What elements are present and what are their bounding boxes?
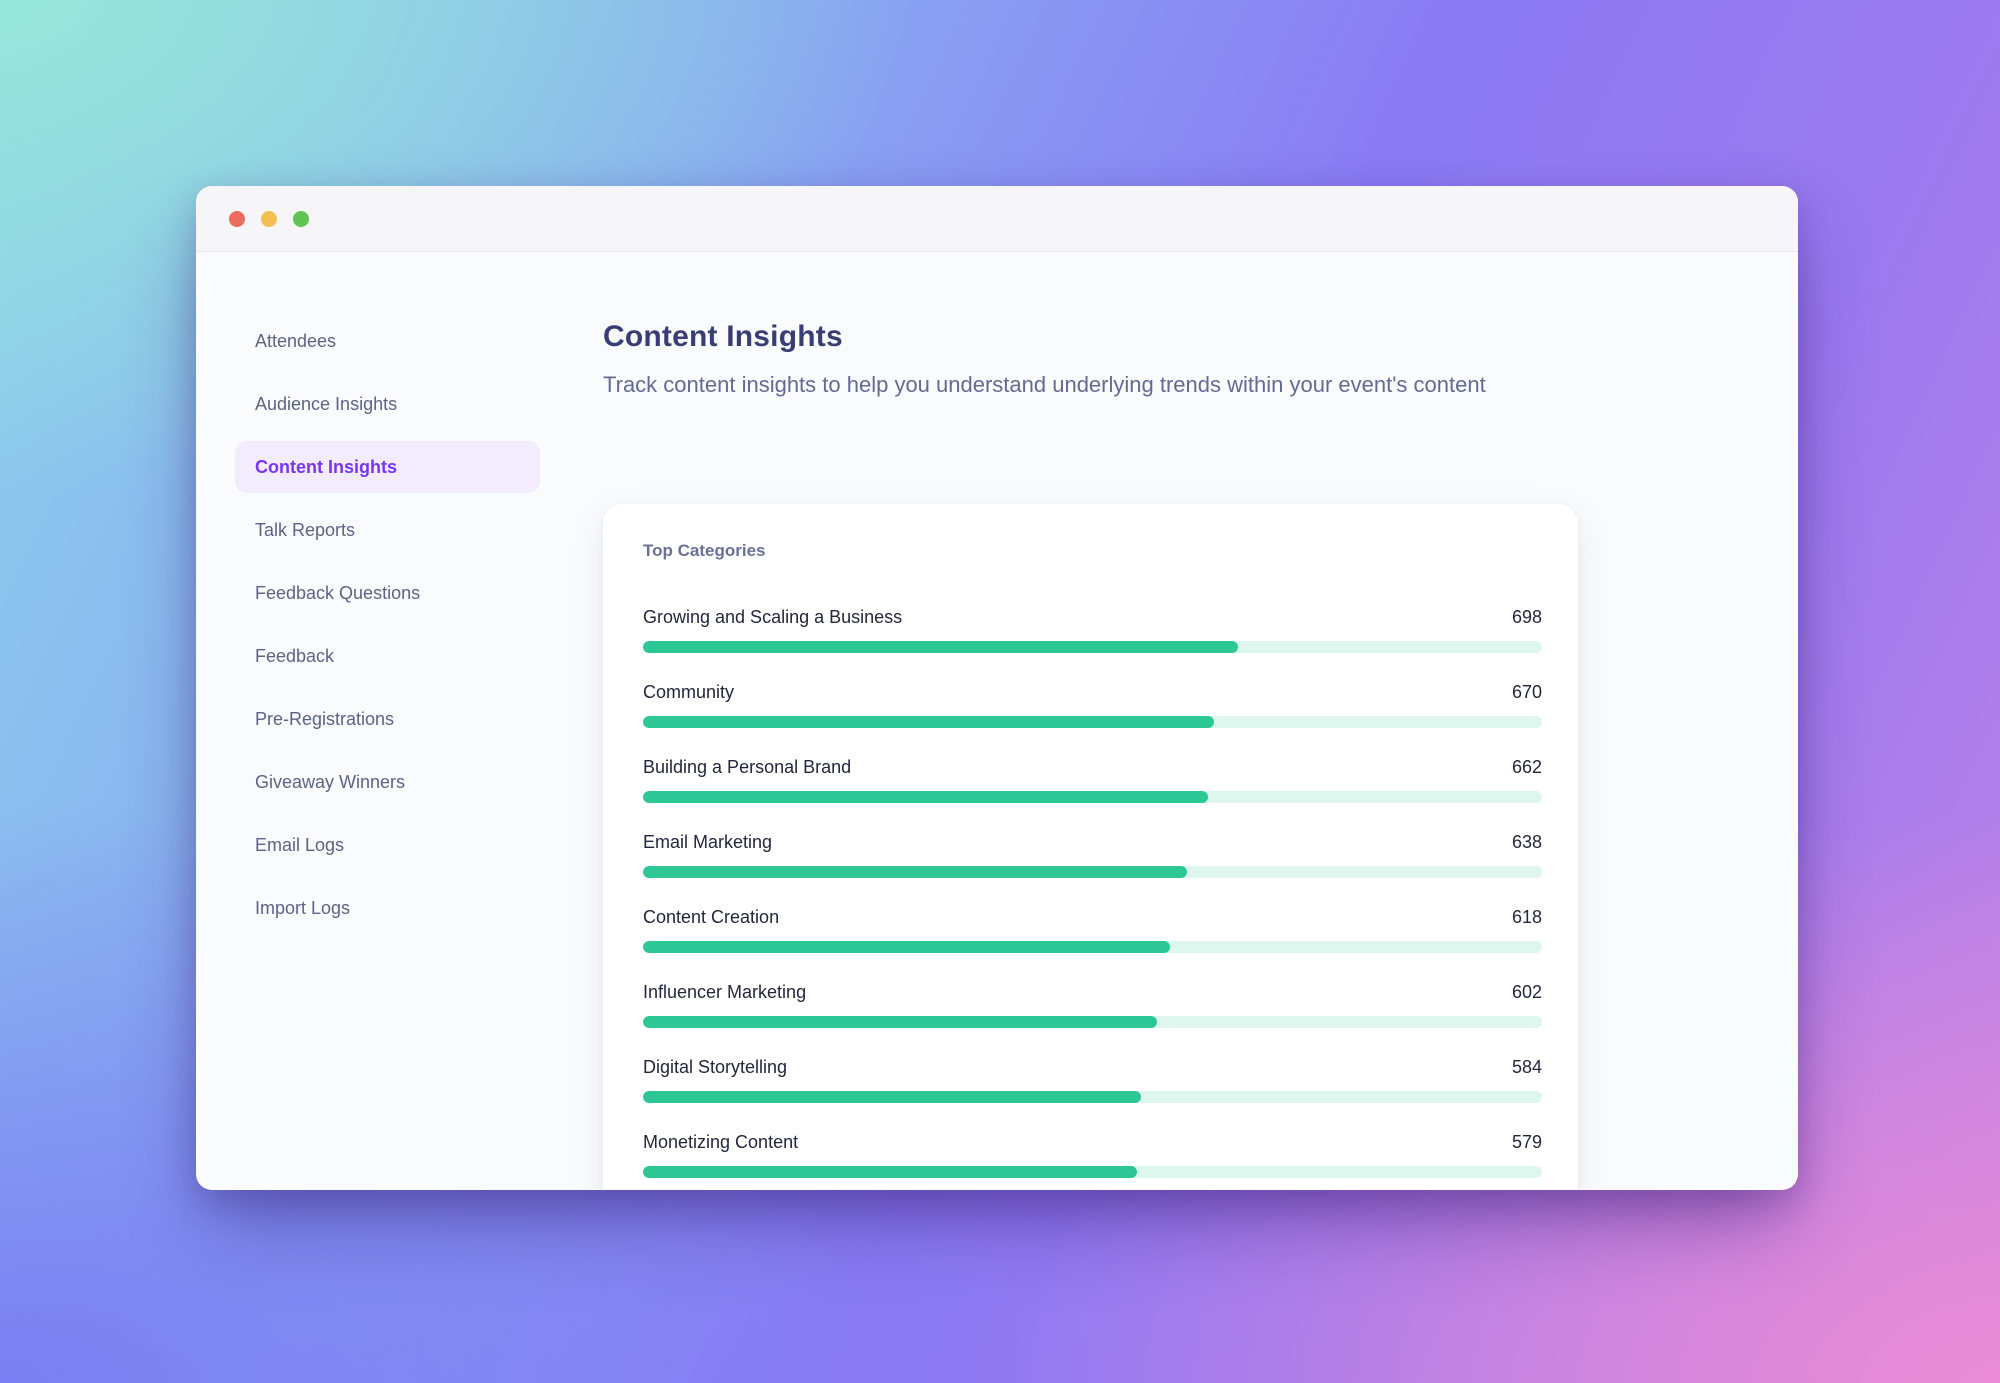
category-row: Monetizing Content 579: [643, 1131, 1542, 1178]
sidebar-item-giveaway-winners[interactable]: Giveaway Winners: [255, 771, 406, 792]
top-categories-card: Top Categories Growing and Scaling a Bus…: [603, 504, 1578, 1189]
category-row-header: Growing and Scaling a Business 698: [643, 606, 1542, 628]
zoom-button[interactable]: [293, 210, 309, 227]
progress-bar-fill: [643, 716, 1215, 728]
progress-bar-track: [643, 716, 1542, 728]
traffic-lights: [229, 210, 309, 227]
category-label: Community: [643, 682, 735, 702]
category-label: Email Marketing: [643, 832, 773, 852]
app-window: Attendees Audience Insights Content Insigh…: [196, 186, 1798, 1190]
category-row: Building a Personal Brand 662: [643, 756, 1542, 803]
category-label: Content Creation: [643, 907, 780, 927]
category-value: 584: [1511, 1057, 1542, 1077]
category-value: 618: [1511, 907, 1542, 927]
progress-bar-track: [643, 791, 1542, 803]
category-row-header: Monetizing Content 579: [643, 1131, 1542, 1153]
category-row-header: Building a Personal Brand 662: [643, 756, 1542, 778]
category-bar-list: Growing and Scaling a Business 698 Communi…: [643, 606, 1542, 1178]
category-label: Digital Storytelling: [643, 1057, 788, 1077]
progress-bar-track: [643, 941, 1542, 953]
progress-bar-track: [643, 1166, 1542, 1178]
sidebar-item-feedback-questions[interactable]: Feedback Questions: [255, 582, 421, 603]
category-value: 662: [1511, 757, 1542, 777]
category-row: Community 670: [643, 681, 1542, 728]
category-row: Email Marketing 638: [643, 831, 1542, 878]
progress-bar-track: [643, 641, 1542, 653]
window-titlebar[interactable]: [196, 186, 1798, 252]
progress-bar-fill: [643, 866, 1188, 878]
sidebar-item-audience-insights[interactable]: Audience Insights: [255, 393, 398, 414]
category-value: 638: [1511, 832, 1542, 852]
main-content: Content Insights Track content insights …: [603, 252, 1798, 1189]
progress-bar-fill: [643, 941, 1171, 953]
category-label: Growing and Scaling a Business: [643, 607, 903, 627]
progress-bar-track: [643, 866, 1542, 878]
minimize-button[interactable]: [261, 210, 277, 227]
page-title: Content Insights: [603, 320, 843, 353]
sidebar-item-talk-reports[interactable]: Talk Reports: [255, 519, 356, 540]
category-row-header: Community 670: [643, 681, 1542, 703]
progress-bar-track: [643, 1016, 1542, 1028]
sidebar-nav: Attendees Audience Insights Content Insigh…: [196, 252, 603, 1189]
category-value: 602: [1511, 982, 1542, 1002]
page-subtitle: Track content insights to help you under…: [603, 372, 1486, 397]
card-title: Top Categories: [643, 541, 766, 560]
close-button[interactable]: [229, 210, 245, 227]
category-label: Monetizing Content: [643, 1132, 799, 1152]
category-row-header: Digital Storytelling 584: [643, 1056, 1542, 1078]
category-row-header: Email Marketing 638: [643, 831, 1542, 853]
category-value: 698: [1511, 607, 1542, 627]
progress-bar-fill: [643, 641, 1239, 653]
category-row: Content Creation 618: [643, 906, 1542, 953]
category-row-header: Content Creation 618: [643, 906, 1542, 928]
progress-bar-fill: [643, 791, 1208, 803]
category-label: Building a Personal Brand: [643, 757, 852, 777]
category-row: Influencer Marketing 602: [643, 981, 1542, 1028]
category-row: Digital Storytelling 584: [643, 1056, 1542, 1103]
sidebar-item-email-logs[interactable]: Email Logs: [255, 834, 345, 855]
sidebar-item-feedback[interactable]: Feedback: [255, 645, 335, 666]
category-label: Influencer Marketing: [643, 982, 807, 1002]
sidebar-item-attendees[interactable]: Attendees: [255, 330, 337, 351]
sidebar-item-pre-registrations[interactable]: Pre-Registrations: [255, 708, 395, 729]
category-value: 579: [1511, 1132, 1542, 1152]
window-body: Attendees Audience Insights Content Insigh…: [196, 252, 1798, 1189]
progress-bar-fill: [643, 1091, 1142, 1103]
category-value: 670: [1511, 682, 1542, 702]
sidebar-item-content-insights[interactable]: Content Insights: [235, 441, 540, 493]
category-row: Growing and Scaling a Business 698: [643, 606, 1542, 653]
progress-bar-fill: [643, 1016, 1157, 1028]
progress-bar-fill: [643, 1166, 1137, 1178]
progress-bar-track: [643, 1091, 1542, 1103]
category-row-header: Influencer Marketing 602: [643, 981, 1542, 1003]
sidebar-item-import-logs[interactable]: Import Logs: [255, 897, 351, 918]
